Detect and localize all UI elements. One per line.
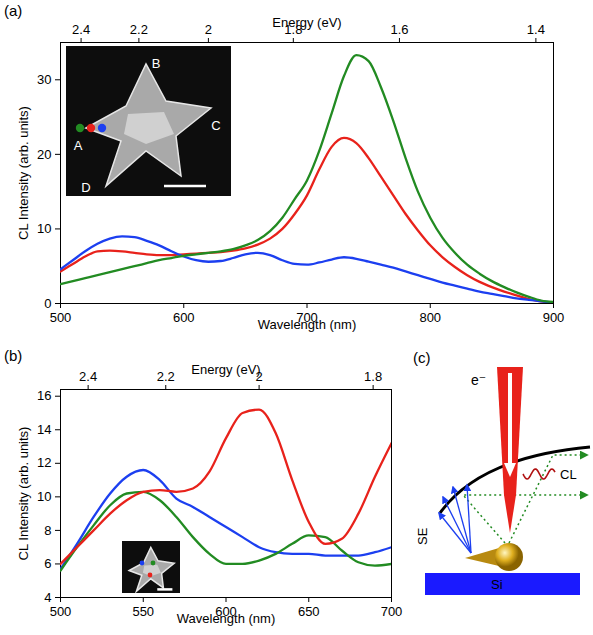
svg-text:Wavelength (nm): Wavelength (nm): [177, 611, 276, 626]
svg-text:500: 500: [50, 604, 72, 619]
svg-text:CL Intensity (arb. units): CL Intensity (arb. units): [16, 106, 31, 240]
svg-text:2.2: 2.2: [130, 22, 148, 37]
svg-text:Si: Si: [491, 577, 503, 592]
svg-text:C: C: [211, 118, 220, 133]
svg-text:CL: CL: [560, 467, 577, 482]
svg-text:6: 6: [44, 556, 51, 571]
svg-text:10: 10: [37, 221, 51, 236]
svg-text:14: 14: [37, 422, 51, 437]
svg-text:20: 20: [37, 147, 51, 162]
svg-text:CL Intensity (arb. units): CL Intensity (arb. units): [16, 427, 31, 561]
svg-text:2.4: 2.4: [72, 22, 90, 37]
svg-text:600: 600: [173, 310, 195, 325]
svg-text:2.2: 2.2: [157, 369, 175, 384]
svg-text:900: 900: [543, 310, 565, 325]
svg-text:12: 12: [37, 455, 51, 470]
svg-text:Energy (eV): Energy (eV): [191, 362, 260, 377]
svg-text:8: 8: [44, 523, 51, 538]
svg-text:2.4: 2.4: [79, 369, 97, 384]
svg-text:1.6: 1.6: [390, 22, 408, 37]
svg-text:10: 10: [37, 489, 51, 504]
svg-text:(c): (c): [413, 349, 431, 366]
svg-text:1.8: 1.8: [364, 369, 382, 384]
svg-text:500: 500: [50, 310, 72, 325]
html-text:(a): (a): [4, 2, 23, 19]
svg-text:Energy (eV): Energy (eV): [272, 15, 341, 30]
svg-text:2: 2: [205, 22, 212, 37]
svg-text:B: B: [152, 56, 161, 71]
svg-text:D: D: [81, 180, 90, 195]
svg-text:SE: SE: [415, 527, 430, 545]
svg-text:A: A: [74, 138, 83, 153]
svg-text:700: 700: [381, 604, 403, 619]
svg-text:650: 650: [298, 604, 320, 619]
svg-text:Wavelength (nm): Wavelength (nm): [258, 317, 357, 332]
svg-text:30: 30: [37, 72, 51, 87]
svg-text:e⁻: e⁻: [471, 372, 486, 388]
svg-text:800: 800: [419, 310, 441, 325]
html-text:(b): (b): [4, 347, 23, 364]
svg-text:4: 4: [44, 590, 51, 605]
svg-text:1.4: 1.4: [527, 22, 545, 37]
svg-text:0: 0: [44, 296, 51, 311]
svg-text:550: 550: [132, 604, 154, 619]
svg-text:16: 16: [37, 388, 51, 403]
